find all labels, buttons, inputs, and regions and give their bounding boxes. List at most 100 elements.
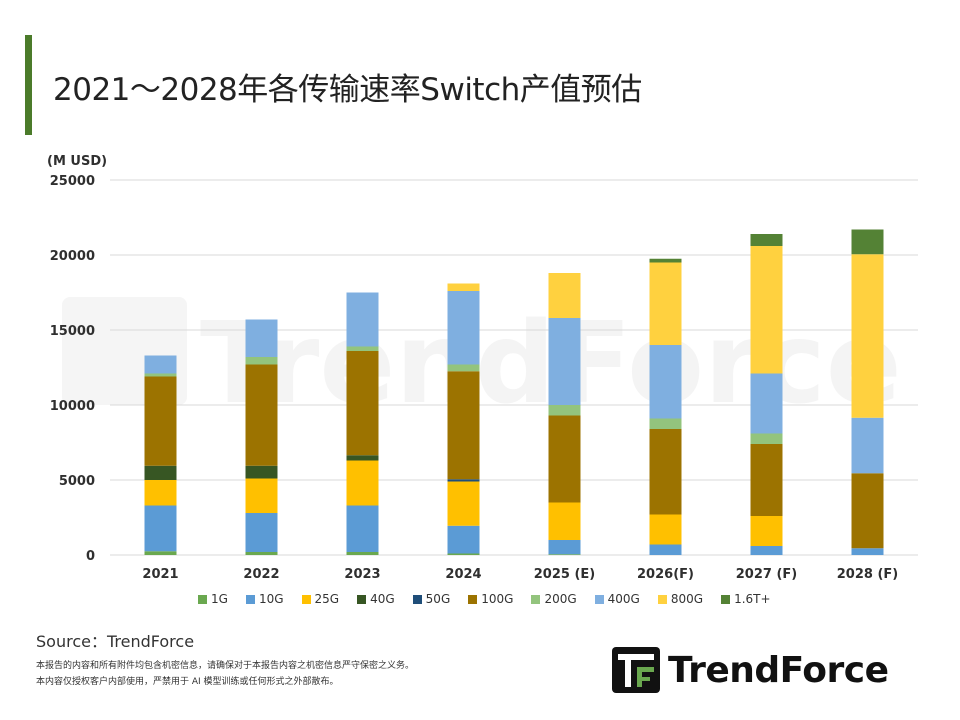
legend-swatch <box>594 594 604 604</box>
y-tick-label: 25000 <box>50 174 95 189</box>
legend-swatch <box>357 594 367 604</box>
bar-segment <box>649 418 682 429</box>
bar-segment <box>144 505 177 552</box>
legend-label: 800G <box>670 592 704 606</box>
legend-swatch <box>301 594 311 604</box>
bar-segment <box>346 346 379 351</box>
legend-label: 50G <box>425 592 451 606</box>
bar-segment <box>851 473 884 549</box>
chart-gridlines <box>110 179 918 556</box>
legend-label: 200G <box>544 592 577 606</box>
legend-item: 800G <box>657 592 704 606</box>
bar-segment <box>144 355 177 374</box>
bar-segment <box>548 273 581 318</box>
y-axis: 0 5000 10000 15000 20000 25000 <box>50 174 95 564</box>
bar-segment <box>245 513 278 552</box>
logo-text: TrendForce <box>668 649 889 691</box>
bar-segment <box>548 415 581 503</box>
x-tick-label: 2023 <box>344 567 380 582</box>
x-tick-label: 2028 (F) <box>837 567 898 582</box>
legend-label: 400G <box>607 592 640 606</box>
bar-segment <box>750 433 783 444</box>
legend-item: 400G <box>594 592 640 606</box>
legend-item: 1G <box>198 592 228 606</box>
chart-bars <box>144 229 884 555</box>
legend-item: 200G <box>531 592 577 606</box>
trendforce-logo: TrendForce <box>612 647 889 693</box>
bar-segment <box>346 292 379 347</box>
y-tick-label: 15000 <box>50 324 95 339</box>
bar-segment <box>245 478 278 513</box>
bar-segment <box>447 481 480 526</box>
legend-item: 25G <box>301 592 340 606</box>
page-title: 2021～2028年各传输速率Switch产值预估 <box>53 72 642 108</box>
bar-segment <box>548 554 581 555</box>
bar-segment <box>750 234 783 246</box>
bar-segment <box>851 417 884 474</box>
y-tick-label: 5000 <box>59 474 95 489</box>
bar-segment <box>144 373 177 377</box>
legend-label: 25G <box>314 592 340 606</box>
bar-segment <box>548 405 581 416</box>
chart-legend: 1G 10G 25G 40G 50G 100G 200G 400G 800G 1.6T+ <box>198 592 771 606</box>
title-accent-bar <box>25 35 32 135</box>
bar-segment <box>245 364 278 466</box>
legend-label: 10G <box>258 592 284 606</box>
x-tick-label: 2022 <box>243 567 279 582</box>
legend-item: 50G <box>412 592 451 606</box>
bar-segment <box>750 546 783 555</box>
legend-item: 10G <box>245 592 284 606</box>
bar-segment <box>245 319 278 357</box>
trendforce-logo-icon <box>612 647 660 693</box>
x-tick-label: 2024 <box>445 567 481 582</box>
bar-segment <box>346 351 379 456</box>
bar-segment <box>750 373 783 434</box>
disclaimer-line-2: 本内容仅授权客户内部使用，严禁用于 AI 模型训练或任何形式之外部散布。 <box>36 677 339 687</box>
bar-segment <box>346 552 379 555</box>
source-text: Source：TrendForce <box>36 632 195 651</box>
bar-segment <box>447 525 480 554</box>
y-tick-label: 20000 <box>50 249 95 264</box>
y-tick-label: 10000 <box>50 399 95 414</box>
bar-segment <box>245 357 278 365</box>
bar-segment <box>649 345 682 419</box>
bar-segment <box>144 551 177 555</box>
legend-label: 100G <box>481 592 514 606</box>
bar-segment <box>750 444 783 516</box>
bar-segment <box>649 544 682 555</box>
bar-segment <box>548 502 581 540</box>
bar-segment <box>346 505 379 552</box>
bar-segment <box>649 514 682 545</box>
bar-segment <box>649 429 682 515</box>
disclaimer-line-1: 本报告的内容和所有附件均包含机密信息，请确保对于本报告内容之机密信息严守保密之义… <box>36 661 415 671</box>
x-axis: 2021 2022 2023 2024 2025 (E) 2026(F) 2027 (F) 2… <box>142 567 898 582</box>
bar-segment <box>750 516 783 546</box>
bar-segment <box>447 479 480 482</box>
legend-swatch <box>721 594 731 604</box>
legend-swatch <box>245 594 255 604</box>
legend-swatch <box>412 594 422 604</box>
legend-swatch <box>657 594 667 604</box>
legend-label: 1.6T+ <box>734 592 771 606</box>
x-tick-label: 2027 (F) <box>736 567 797 582</box>
bar-segment <box>447 371 480 480</box>
bar-segment <box>649 262 682 345</box>
bar-segment <box>346 455 379 461</box>
bar-segment <box>447 553 480 555</box>
bar-segment <box>447 291 480 365</box>
bar-segment <box>548 540 581 555</box>
bar-segment <box>447 364 480 372</box>
legend-item: 40G <box>357 592 395 606</box>
bar-segment <box>851 229 884 255</box>
legend-item: 1.6T+ <box>721 592 771 606</box>
legend-item: 100G <box>468 592 513 606</box>
x-tick-label: 2026(F) <box>637 567 694 582</box>
legend-swatch <box>531 594 541 604</box>
legend-label: 1G <box>211 592 228 606</box>
bar-segment <box>346 460 379 506</box>
bar-segment <box>144 465 177 480</box>
x-tick-label: 2025 (E) <box>534 567 595 582</box>
bar-segment <box>851 254 884 418</box>
y-tick-label: 0 <box>86 549 95 564</box>
